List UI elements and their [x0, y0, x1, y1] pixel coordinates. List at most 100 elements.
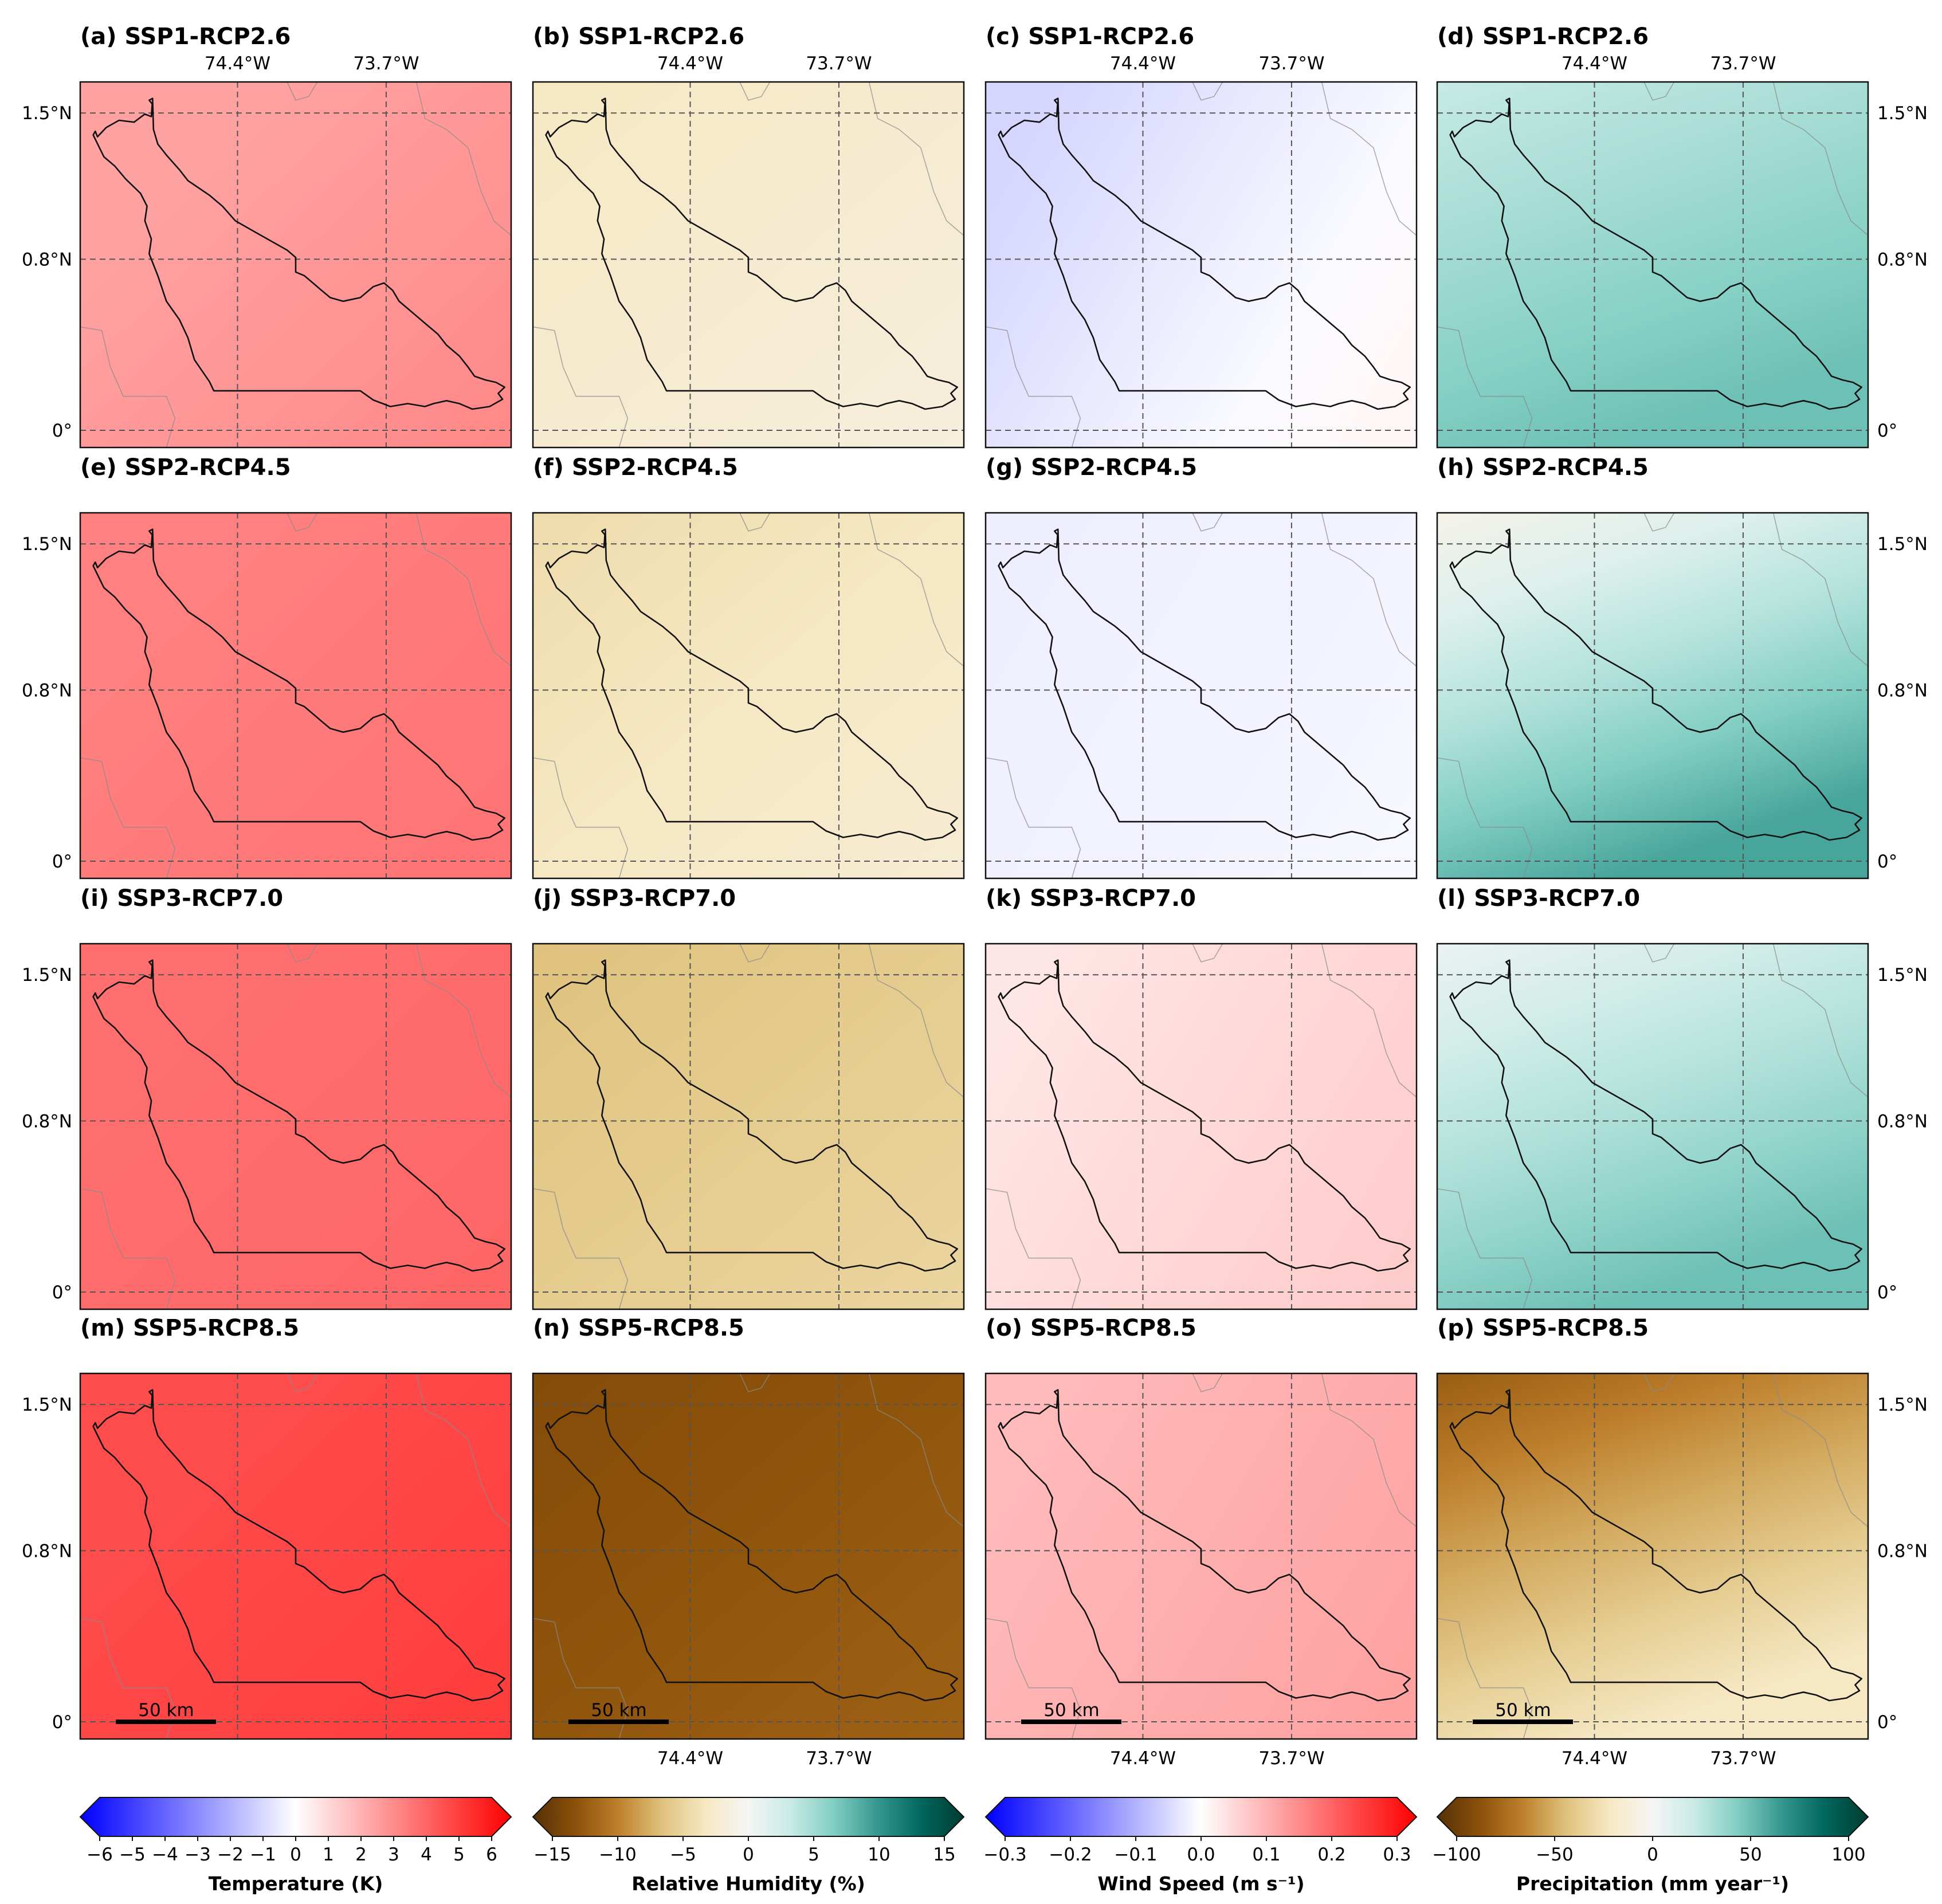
lat-tick-label: 0°: [1877, 1282, 1897, 1303]
region-boundary: [998, 528, 1411, 841]
region-boundary: [998, 959, 1411, 1272]
neighbor-boundary: [739, 1373, 771, 1392]
lat-tick-label: 0.8°N: [1877, 1111, 1928, 1132]
colorbar-tick-label: −100: [1432, 1844, 1481, 1865]
panel-title: (n) SSP5-RCP8.5: [533, 1315, 744, 1341]
lon-tick-label: 73.7°W: [1710, 53, 1776, 74]
colorbar-tick-label: 6: [486, 1844, 497, 1865]
panel-n: (n) SSP5-RCP8.5 74.4°W 73.7°W 50 km: [532, 1315, 965, 1769]
colorbar-tick-label: 0: [290, 1844, 301, 1865]
colorbar-bar: [984, 1797, 1418, 1837]
region-boundary: [92, 959, 505, 1272]
colorbar-tick-label: −5: [670, 1844, 696, 1865]
neighbor-boundary: [80, 1618, 176, 1740]
colorbar-tick-label: −10: [599, 1844, 636, 1865]
lat-tick-label: 1.5°N: [22, 103, 72, 124]
lat-tick-label: 0.8°N: [1877, 1541, 1928, 1561]
lat-tick-label: 0.8°N: [22, 680, 72, 701]
lon-tick-label: 73.7°W: [353, 53, 419, 74]
colorbar-tick-label: 0: [1647, 1844, 1658, 1865]
neighbor-boundary: [415, 512, 512, 667]
neighbor-boundary: [1437, 326, 1533, 448]
neighbor-boundary: [739, 81, 771, 101]
colorbar-tick-label: −2: [217, 1844, 244, 1865]
panel-frame: [984, 1372, 1418, 1740]
lon-tick-label: 74.4°W: [657, 53, 723, 74]
lat-tick-label: 0.8°N: [1877, 249, 1928, 270]
colorbar-bar: [532, 1797, 965, 1837]
neighbor-boundary: [532, 1618, 629, 1740]
scale-bar-label: 50 km: [1495, 1700, 1551, 1721]
lon-tick-label: 73.7°W: [1710, 1748, 1776, 1769]
panel-c: (c) SSP1-RCP2.6 74.4°W 73.7°W: [984, 23, 1418, 449]
colorbar-tick-label: −5: [119, 1844, 146, 1865]
colorbar-tick-label: −0.2: [1049, 1844, 1092, 1865]
neighbor-boundary: [985, 326, 1081, 448]
neighbor-boundary: [1321, 1373, 1417, 1528]
region-boundary: [1449, 528, 1862, 841]
panel-p: (p) SSP5-RCP8.5 74.4°W 73.7°W 1.5°N 0.8°N 0° 5…: [1436, 1315, 1928, 1769]
colorbar-tick-label: −4: [152, 1844, 178, 1865]
lat-tick-label: 0°: [1877, 851, 1897, 872]
colorbar-label: Precipitation (mm year⁻¹): [1516, 1872, 1789, 1895]
panel-title: (o) SSP5-RCP8.5: [986, 1315, 1196, 1341]
panel-frame: [1436, 81, 1869, 449]
colorbar-tick-label: −3: [185, 1844, 211, 1865]
panel-m: (m) SSP5-RCP8.5 1.5°N 0.8°N 0° 50 km: [22, 1315, 512, 1740]
panel-o: (o) SSP5-RCP8.5 74.4°W 73.7°W 50 km: [984, 1315, 1418, 1769]
colorbar-tick-label: −0.1: [1114, 1844, 1157, 1865]
panel-title: (i) SSP3-RCP7.0: [80, 885, 283, 912]
lat-tick-label: 0°: [52, 851, 72, 872]
region-boundary: [545, 1389, 958, 1702]
neighbor-boundary: [415, 943, 512, 1098]
colorbar-tick-label: 50: [1739, 1844, 1761, 1865]
colorbar-tick-label: 0.2: [1317, 1844, 1345, 1865]
panel-i: (i) SSP3-RCP7.0 1.5°N 0.8°N 0°: [22, 885, 512, 1310]
region-boundary: [545, 959, 958, 1272]
neighbor-boundary: [532, 757, 629, 879]
panel-title: (e) SSP2-RCP4.5: [80, 454, 291, 481]
colorbar-label: Relative Humidity (%): [631, 1872, 865, 1895]
region-boundary: [1449, 959, 1862, 1272]
neighbor-boundary: [287, 81, 318, 101]
panel-frame: [984, 512, 1418, 880]
neighbor-boundary: [868, 81, 964, 236]
region-boundary: [545, 528, 958, 841]
panel-title: (j) SSP3-RCP7.0: [533, 885, 736, 912]
scale-bar-label: 50 km: [591, 1700, 646, 1721]
neighbor-boundary: [1192, 1373, 1223, 1392]
colorbar-4: −100 −50 0 50 100 Precipitation (mm year⁻¹): [1432, 1797, 1869, 1895]
lon-tick-label: 74.4°W: [1562, 1748, 1627, 1769]
colorbar-tick-label: −50: [1536, 1844, 1573, 1865]
panel-title: (g) SSP2-RCP4.5: [986, 454, 1197, 481]
panel-frame: [79, 81, 512, 449]
lat-tick-label: 1.5°N: [1877, 965, 1928, 986]
region-boundary: [1449, 1389, 1862, 1702]
neighbor-boundary: [985, 1188, 1081, 1310]
panel-frame: [79, 1372, 512, 1740]
colorbar-bar: [79, 1797, 512, 1837]
lon-tick-label: 74.4°W: [1110, 53, 1176, 74]
neighbor-boundary: [287, 943, 318, 963]
lat-tick-label: 0.8°N: [22, 1541, 72, 1561]
neighbor-boundary: [1321, 943, 1417, 1098]
neighbor-boundary: [1643, 1373, 1675, 1392]
scale-bar-label: 50 km: [1043, 1700, 1099, 1721]
colorbar-tick-label: 10: [868, 1844, 890, 1865]
neighbor-boundary: [80, 1188, 176, 1310]
colorbar-tick-label: 5: [453, 1844, 465, 1865]
panel-frame: [79, 943, 512, 1310]
colorbar-bar: [1436, 1797, 1869, 1837]
colorbar-tick-label: 0.3: [1383, 1844, 1411, 1865]
neighbor-boundary: [1772, 81, 1869, 236]
panel-d: (d) SSP1-RCP2.6 74.4°W 73.7°W 1.5°N 0.8°N 0°: [1436, 23, 1928, 449]
lat-tick-label: 0.8°N: [22, 249, 72, 270]
panel-title: (m) SSP5-RCP8.5: [80, 1315, 299, 1341]
neighbor-boundary: [287, 512, 318, 532]
neighbor-boundary: [1192, 512, 1223, 532]
panel-f: (f) SSP2-RCP4.5: [532, 454, 965, 880]
lat-tick-label: 1.5°N: [22, 1395, 72, 1415]
region-boundary: [92, 97, 505, 410]
colorbar-tick-label: −6: [87, 1844, 113, 1865]
scale-bar-label: 50 km: [138, 1700, 194, 1721]
